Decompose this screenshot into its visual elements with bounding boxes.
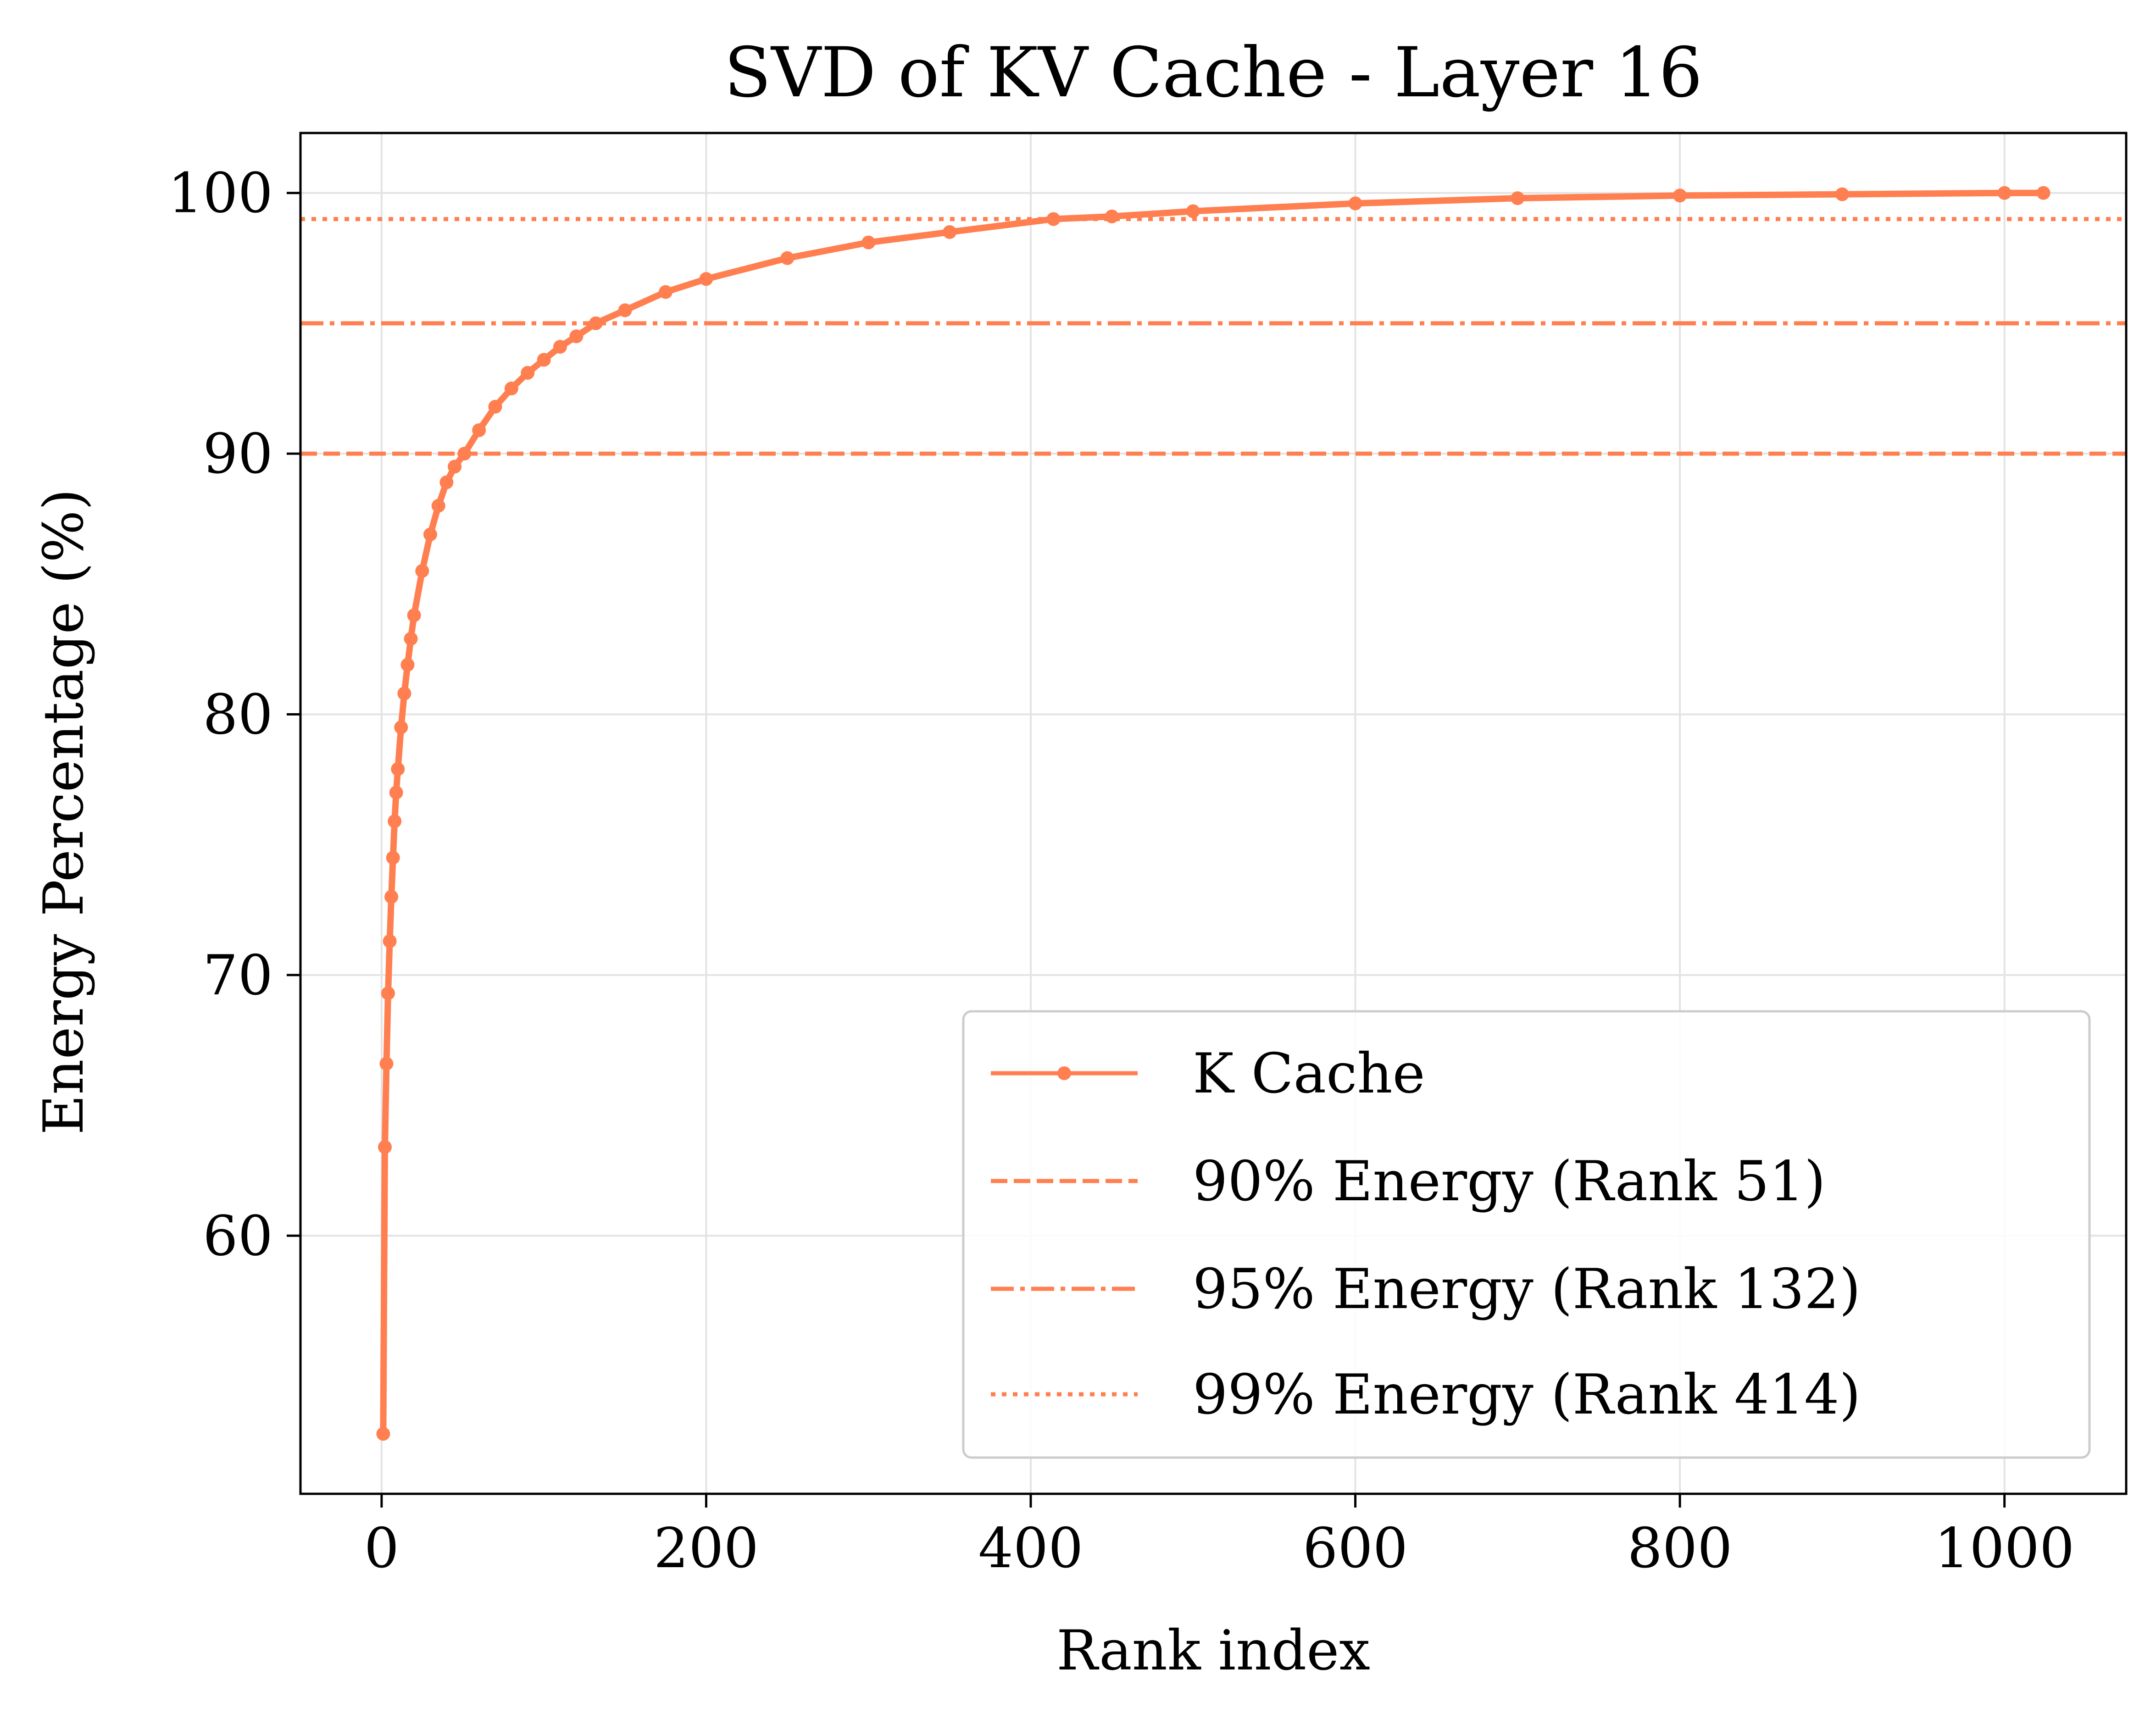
data-point (457, 447, 472, 461)
data-point (1673, 189, 1687, 203)
data-point (384, 890, 399, 904)
plot-frame (299, 132, 2128, 1495)
data-point (378, 1140, 392, 1154)
y-tick-label: 70 (203, 944, 273, 1008)
data-point (388, 814, 402, 828)
series-group (376, 186, 2050, 1441)
data-point (379, 1057, 394, 1071)
data-point (553, 340, 567, 354)
legend-label: 99% Energy (Rank 414) (1193, 1363, 1861, 1427)
data-point (537, 353, 551, 367)
data-point (383, 934, 397, 948)
y-axis-ticks: 60 70 80 90 100 (168, 162, 300, 1268)
data-point (1348, 196, 1362, 211)
data-point (386, 851, 400, 865)
x-tick-label: 0 (364, 1517, 399, 1580)
data-point (400, 658, 415, 672)
data-point (618, 303, 632, 317)
data-point (1997, 186, 2012, 200)
data-point (569, 329, 583, 344)
legend-items: K Cache 90% Energy (Rank 51) 95% Energy (R… (991, 1042, 1861, 1427)
data-point (1186, 204, 1200, 218)
data-point (415, 564, 429, 578)
data-point (589, 316, 603, 330)
threshold-lines (300, 217, 2126, 456)
x-axis-ticks: 0 200 400 600 800 1000 (364, 1494, 2074, 1580)
legend-box (962, 1010, 2091, 1459)
y-tick-label: 100 (168, 162, 273, 226)
data-point (394, 720, 408, 734)
legend-label: 95% Energy (Rank 132) (1193, 1258, 1861, 1321)
data-point (699, 272, 713, 286)
chart-title: SVD of KV Cache - Layer 16 (724, 33, 1702, 113)
data-point (488, 399, 502, 414)
data-point (1046, 212, 1061, 226)
x-tick-label: 800 (1628, 1517, 1733, 1580)
data-point (1511, 191, 1525, 205)
data-point (659, 285, 672, 299)
data-point (376, 1427, 390, 1441)
y-tick-label: 80 (203, 683, 273, 747)
data-point (1105, 209, 1119, 223)
data-point (504, 382, 518, 395)
data-point (439, 475, 454, 489)
data-point (521, 366, 535, 380)
data-point (389, 786, 403, 799)
data-point (397, 687, 411, 700)
legend-marker (1057, 1066, 1071, 1080)
data-point (391, 762, 405, 776)
x-axis-label: Rank index (1056, 1619, 1370, 1683)
y-tick-label: 60 (203, 1204, 273, 1268)
data-point (1835, 187, 1849, 201)
data-point (431, 499, 445, 513)
y-tick-label: 90 (203, 422, 273, 486)
data-point (423, 527, 437, 542)
data-point (448, 460, 462, 474)
data-point (404, 632, 418, 646)
data-point (407, 608, 421, 622)
x-tick-label: 600 (1303, 1517, 1408, 1580)
data-point (861, 235, 876, 250)
data-point (943, 225, 957, 239)
x-tick-label: 1000 (1934, 1517, 2074, 1580)
data-point (2036, 186, 2050, 200)
x-tick-label: 400 (978, 1517, 1083, 1580)
data-point (381, 986, 395, 1000)
y-axis-label: Energy Percentage (%) (32, 489, 96, 1135)
legend: K Cache 90% Energy (Rank 51) 95% Energy (R… (962, 1010, 2091, 1459)
x-tick-label: 200 (654, 1517, 759, 1580)
data-point (780, 251, 795, 265)
legend-label: K Cache (1193, 1042, 1425, 1106)
data-point (472, 423, 486, 437)
legend-label: 90% Energy (Rank 51) (1193, 1150, 1826, 1214)
